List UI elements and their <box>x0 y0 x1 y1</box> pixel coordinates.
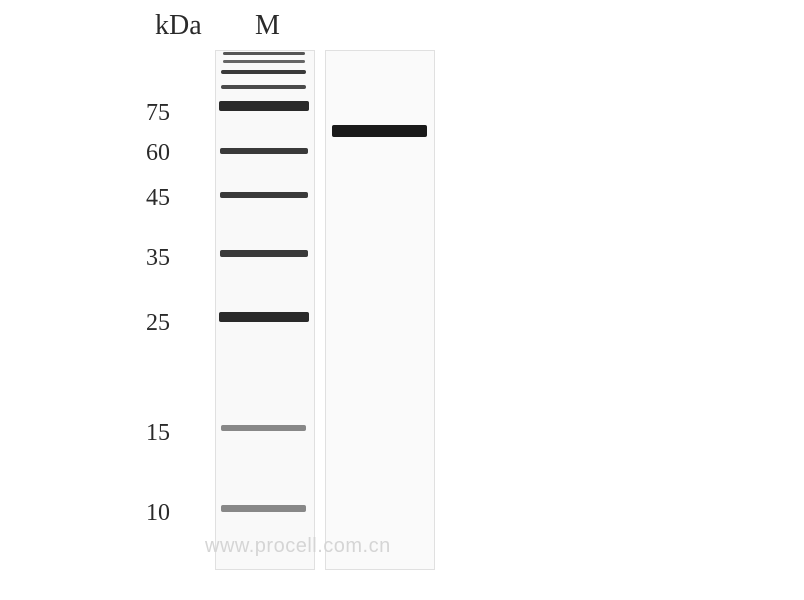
mw-label-15: 15 <box>120 420 170 447</box>
marker-lane-label: M <box>255 10 280 42</box>
marker-band-10 <box>221 505 306 512</box>
marker-band-6 <box>220 192 308 198</box>
mw-label-35: 35 <box>120 245 170 272</box>
marker-band-0 <box>223 52 305 55</box>
marker-band-8 <box>219 312 309 322</box>
gel-area: 75 60 45 35 25 15 10 www.procell.com.cn <box>100 50 550 570</box>
header-labels: kDa M <box>100 10 550 50</box>
kda-unit-label: kDa <box>155 10 202 42</box>
mw-label-10: 10 <box>120 500 170 527</box>
gel-container: kDa M 75 60 45 35 25 15 10 www.procell.com.cn <box>100 10 550 570</box>
marker-band-9 <box>221 425 306 431</box>
mw-label-25: 25 <box>120 310 170 337</box>
marker-band-3 <box>221 85 306 89</box>
mw-label-75: 75 <box>120 100 170 127</box>
marker-band-5 <box>220 148 308 154</box>
marker-band-1 <box>223 60 305 63</box>
marker-band-7 <box>220 250 308 257</box>
marker-lane <box>215 50 315 570</box>
watermark-text: www.procell.com.cn <box>205 535 391 558</box>
marker-band-4 <box>219 101 309 111</box>
marker-band-2 <box>221 70 306 74</box>
mw-label-45: 45 <box>120 185 170 212</box>
sample-band-0 <box>332 125 427 137</box>
mw-label-60: 60 <box>120 140 170 167</box>
